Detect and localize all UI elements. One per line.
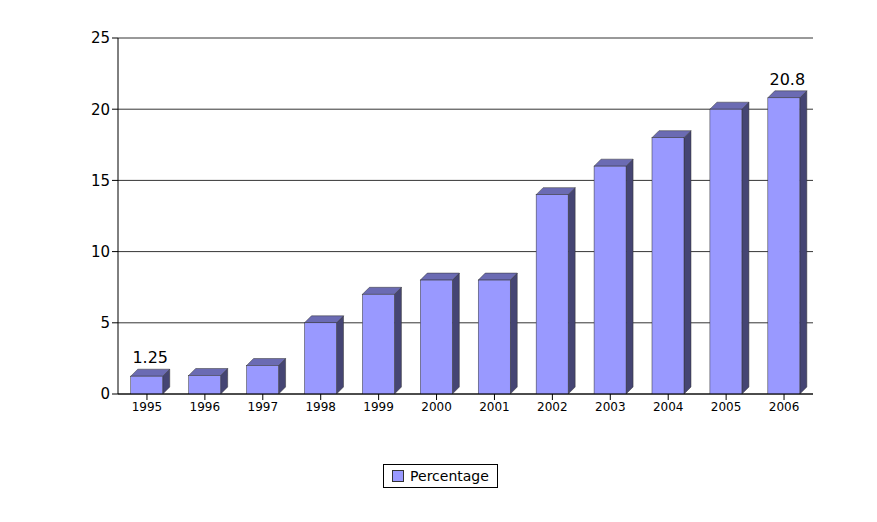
svg-text:2002: 2002 (537, 400, 568, 414)
svg-text:25: 25 (91, 29, 110, 47)
html-text:Percentage: Percentage (410, 468, 489, 484)
svg-text:2005: 2005 (711, 400, 742, 414)
svg-text:10: 10 (91, 243, 110, 261)
svg-text:2004: 2004 (653, 400, 684, 414)
svg-text:20: 20 (91, 101, 110, 119)
svg-text:2000: 2000 (421, 400, 452, 414)
svg-text:1997: 1997 (248, 400, 279, 414)
svg-text:1995: 1995 (132, 400, 163, 414)
svg-text:20.8: 20.8 (770, 70, 806, 89)
svg-text:1996: 1996 (190, 400, 221, 414)
svg-text:5: 5 (100, 314, 110, 332)
svg-text:0: 0 (100, 385, 110, 403)
svg-text:2006: 2006 (769, 400, 800, 414)
svg-text:2003: 2003 (595, 400, 626, 414)
svg-text:1999: 1999 (363, 400, 394, 414)
svg-text:1.25: 1.25 (132, 348, 168, 367)
svg-text:1998: 1998 (305, 400, 336, 414)
svg-text:2001: 2001 (479, 400, 510, 414)
svg-text:15: 15 (91, 172, 110, 190)
